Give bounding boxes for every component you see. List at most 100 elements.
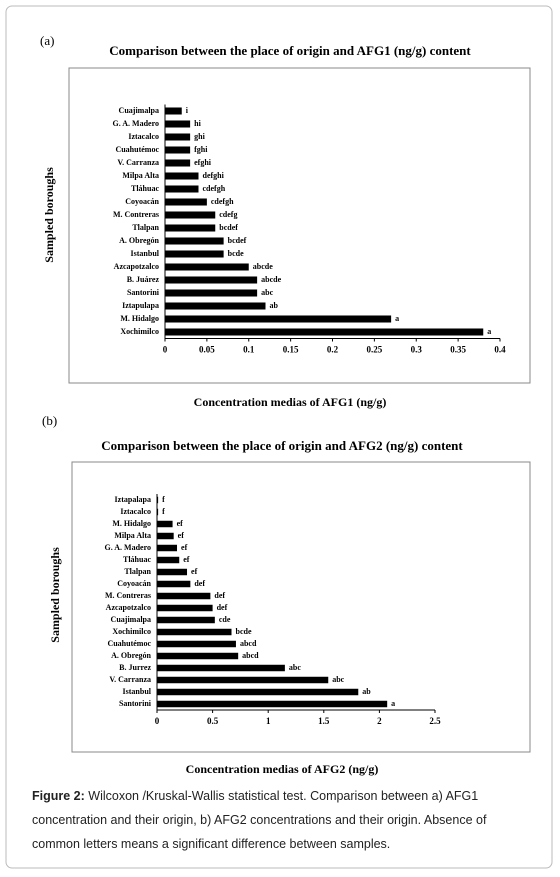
significance-letter: cde [219, 615, 231, 624]
y-tick-label: Cuahutémoc [115, 145, 159, 154]
frame [5, 5, 553, 869]
bar [157, 508, 159, 516]
bar [157, 592, 211, 600]
chart-title: Comparison between the place of origin a… [109, 43, 471, 58]
y-tick-label: Tlalpan [132, 223, 159, 232]
bar [165, 146, 191, 154]
y-tick-label: Cuahutémoc [107, 639, 151, 648]
y-tick-label: Azcapotzalco [106, 603, 151, 612]
panel-label: (b) [42, 413, 57, 428]
significance-letter: hi [194, 119, 201, 128]
bar [165, 237, 224, 245]
bar [157, 628, 232, 636]
significance-letter: cdefgh [203, 184, 226, 193]
x-tick-label: 2.5 [429, 716, 441, 726]
x-tick-label: 0 [163, 345, 168, 355]
significance-letter: fghi [194, 145, 208, 154]
y-tick-label: Tláhuac [123, 555, 151, 564]
x-tick-label: 0.1 [243, 345, 255, 355]
bar [165, 198, 207, 206]
bar [165, 211, 216, 219]
significance-letter: efghi [194, 158, 212, 167]
y-tick-label: Xochimilco [120, 327, 159, 336]
bar [157, 652, 239, 660]
plot-box [68, 67, 531, 384]
caption-label: Figure 2: [32, 789, 85, 803]
significance-letter: cdefgh [211, 197, 234, 206]
significance-letter: abcd [240, 639, 257, 648]
y-tick-label: M. Contreras [113, 210, 159, 219]
y-tick-label: Tláhuac [131, 184, 159, 193]
significance-letter: ef [183, 555, 190, 564]
bar [157, 556, 180, 564]
y-tick-label: M. Contreras [105, 591, 151, 600]
bar [157, 580, 191, 588]
bar [165, 120, 191, 128]
y-tick-label: Milpa Alta [114, 531, 151, 540]
significance-letter: abcde [261, 275, 281, 284]
panel-label: (a) [40, 33, 54, 48]
y-tick-label: Istanbul [123, 687, 152, 696]
y-tick-label: Iztapulapa [122, 301, 159, 310]
significance-letter: ef [181, 543, 188, 552]
x-tick-label: 0.5 [207, 716, 219, 726]
bar [165, 224, 216, 232]
bar [165, 185, 199, 193]
bar [157, 544, 178, 552]
y-tick-label: G. A. Madero [104, 543, 151, 552]
bar [165, 250, 224, 258]
bar [165, 289, 258, 297]
y-tick-label: M. Hidalgo [112, 519, 151, 528]
significance-letter: a [487, 327, 491, 336]
y-tick-label: Iztacalco [128, 132, 159, 141]
significance-letter: a [395, 314, 399, 323]
x-tick-label: 0.35 [450, 345, 466, 355]
x-tick-label: 0.15 [283, 345, 299, 355]
significance-letter: ef [191, 567, 198, 576]
x-tick-label: 1 [266, 716, 271, 726]
x-tick-label: 2 [377, 716, 382, 726]
y-tick-label: Xochimilco [112, 627, 151, 636]
bar [165, 159, 191, 167]
chart-title: Comparison between the place of origin a… [101, 438, 463, 453]
significance-letter: ef [178, 531, 185, 540]
significance-letter: abcde [253, 262, 273, 271]
y-tick-label: V. Carranza [117, 158, 159, 167]
y-tick-label: Tlalpan [124, 567, 151, 576]
significance-letter: def [214, 591, 225, 600]
bar [165, 276, 258, 284]
y-axis-label: Sampled boroughs [42, 167, 56, 263]
bar [157, 664, 285, 672]
significance-letter: abc [289, 663, 301, 672]
bar [157, 616, 215, 624]
y-tick-label: Cuajimalpa [119, 106, 159, 115]
significance-letter: f [162, 507, 165, 516]
significance-letter: def [217, 603, 228, 612]
y-tick-label: Cuajimalpa [111, 615, 151, 624]
x-tick-label: 0.4 [494, 345, 506, 355]
bar [157, 532, 174, 540]
significance-letter: ef [177, 519, 184, 528]
x-axis-label: Concentration medias of AFG1 (ng/g) [194, 395, 387, 409]
significance-letter: ab [362, 687, 371, 696]
caption-text: Wilcoxon /Kruskal-Wallis statistical tes… [32, 789, 487, 851]
significance-letter: bcde [228, 249, 244, 258]
y-axis-label: Sampled boroughs [48, 547, 62, 643]
y-tick-label: A. Obregón [111, 651, 151, 660]
bar [157, 604, 213, 612]
y-tick-label: A. Obregón [119, 236, 159, 245]
y-tick-label: Santorini [127, 288, 160, 297]
significance-letter: bcdef [228, 236, 247, 245]
y-tick-label: Coyoacán [125, 197, 159, 206]
bar [157, 676, 329, 684]
y-tick-label: Iztacalco [120, 507, 151, 516]
bar [157, 688, 359, 696]
significance-letter: abc [332, 675, 344, 684]
bar [165, 263, 249, 271]
significance-letter: a [391, 699, 395, 708]
y-tick-label: B. Juárez [127, 275, 160, 284]
x-tick-label: 1.5 [318, 716, 330, 726]
y-tick-label: M. Hidalgo [120, 314, 159, 323]
bar [165, 107, 182, 115]
